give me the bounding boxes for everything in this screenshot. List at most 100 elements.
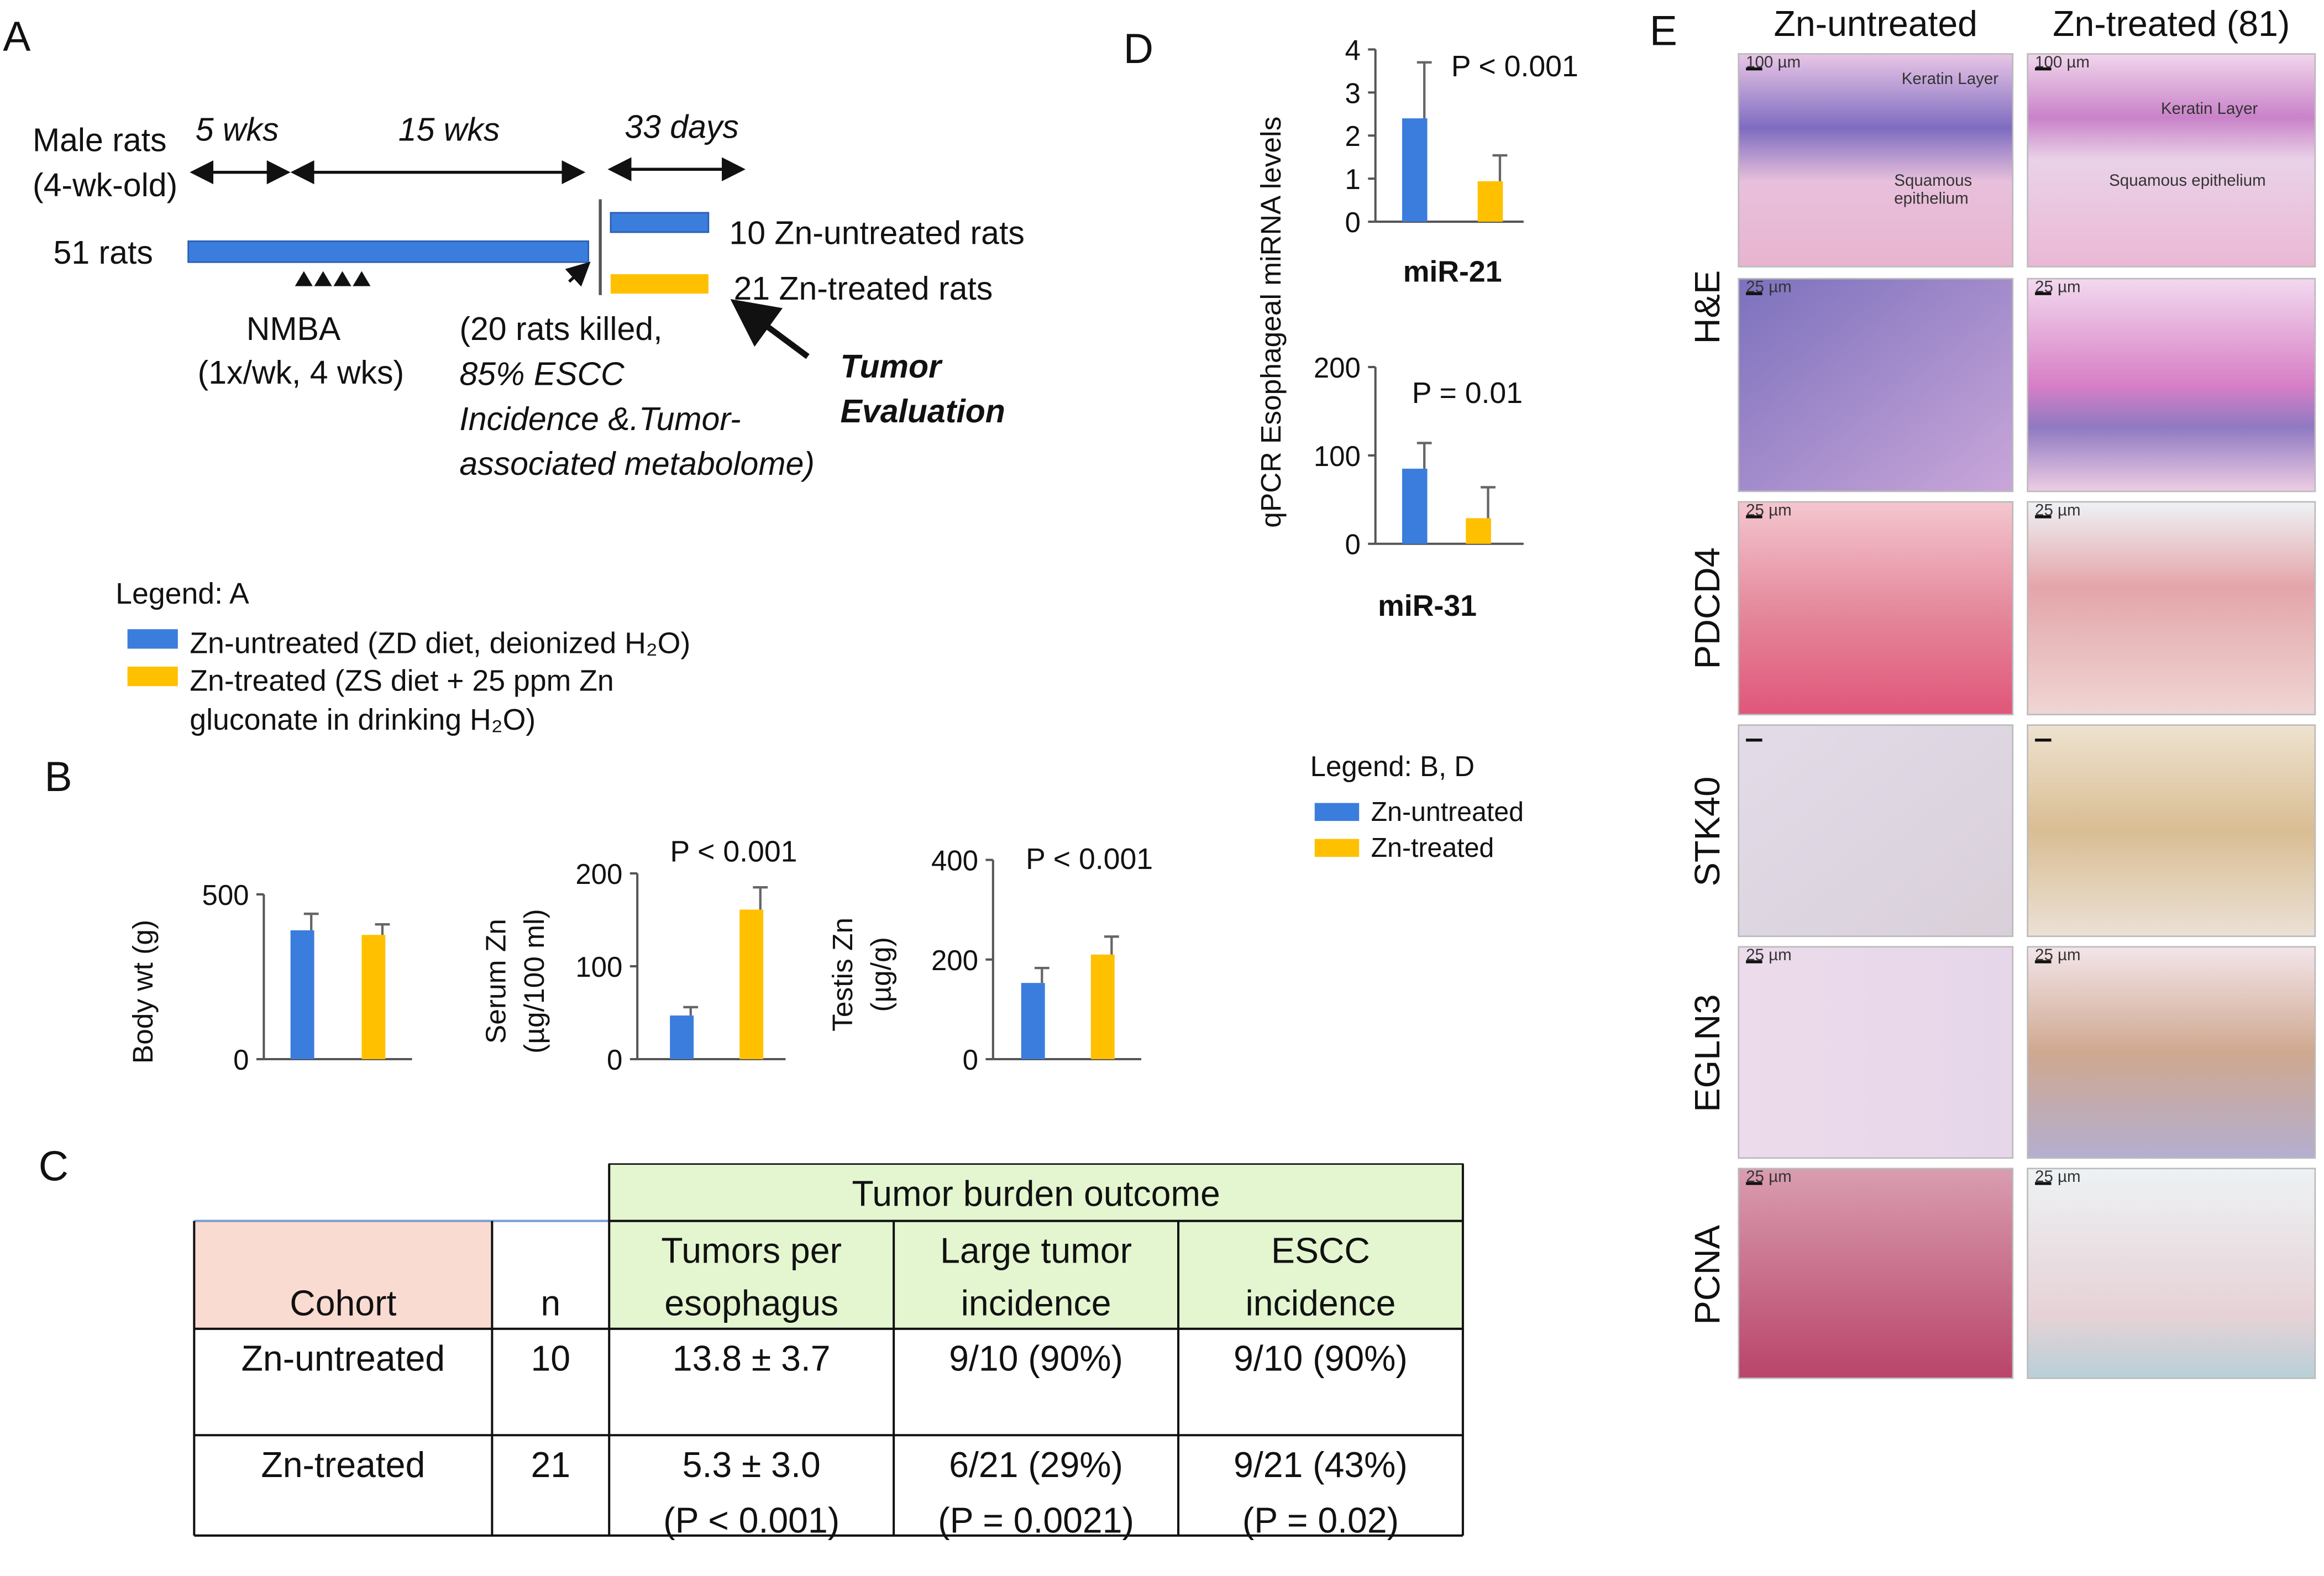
y-tick-label: 0 [233, 1044, 249, 1076]
y-axis-label: Body wt (g) [127, 920, 159, 1064]
timeline-text: 10 Zn-untreated rats [729, 214, 1024, 251]
micrograph [1738, 53, 2014, 268]
micrograph [1738, 277, 2014, 493]
micrograph-label: epithelium [1894, 189, 1968, 207]
micrograph-label: 100 µm [2035, 53, 2090, 71]
header-cell [609, 1221, 1463, 1329]
micrograph [1738, 501, 2014, 716]
arrow [730, 299, 810, 359]
cell: 21 [531, 1444, 570, 1485]
column-header: n [541, 1282, 560, 1323]
row-label: PDCD4 [1687, 547, 1727, 669]
micrograph [1738, 724, 2014, 938]
y-axis-label: Testis Zn [827, 918, 858, 1032]
timeline-text: 5 wks [196, 111, 279, 148]
cell: (P = 0.0021) [938, 1500, 1134, 1540]
micrograph [2027, 946, 2316, 1159]
bar [290, 930, 314, 1060]
micrograph [2027, 1167, 2316, 1379]
row-label: EGLN3 [1687, 994, 1727, 1112]
y-tick-label: 200 [575, 858, 622, 890]
cell: 9/10 (90%) [949, 1338, 1123, 1378]
y-axis-label: (µg/g) [865, 937, 897, 1012]
micrograph [1738, 946, 2014, 1159]
arrow [565, 261, 591, 287]
error-bar [303, 912, 319, 930]
y-tick-label: 4 [1345, 34, 1361, 66]
error-bar [1481, 486, 1496, 519]
y-tick-label: 400 [931, 845, 978, 876]
legend-swatch [127, 629, 178, 649]
legend-text: Zn-untreated [1371, 797, 1524, 827]
micrograph-label: 25 µm [1746, 1167, 1792, 1186]
timeline-text: (4-wk-old) [33, 166, 177, 203]
y-tick-label: 0 [1345, 528, 1361, 560]
row-label: STK40 [1687, 777, 1727, 887]
cell: 13.8 ± 3.7 [673, 1338, 831, 1378]
cell: (P < 0.001) [663, 1500, 840, 1540]
timeline-text: NMBA [246, 310, 341, 347]
column-header: ESCC [1271, 1230, 1370, 1270]
annotation: P < 0.001 [1026, 842, 1153, 876]
micrograph [2027, 53, 2316, 268]
bar [1466, 518, 1491, 544]
timeline-text: associated metabolome) [459, 445, 815, 482]
timeline-text: 51 rats [54, 234, 153, 271]
timeline-text: Tumor [841, 348, 943, 385]
micrograph-label: Squamous epithelium [2109, 171, 2266, 190]
column-header: Large tumor [940, 1230, 1132, 1270]
y-tick-label: 1 [1345, 164, 1361, 195]
legend-title: Legend: A [116, 577, 249, 610]
micrograph [2027, 277, 2316, 493]
legend-text: Zn-untreated (ZD diet, deionized H₂O) [190, 626, 690, 659]
micrograph [2027, 724, 2316, 938]
row-label: PCNA [1687, 1224, 1727, 1325]
y-axis-label: qPCR Esophageal miRNA levels [1255, 117, 1287, 528]
y-tick-label: 500 [202, 879, 249, 911]
micrograph-label: 25 µm [1746, 946, 1792, 964]
panel-label: C [39, 1143, 69, 1189]
panel-label: D [1124, 25, 1153, 71]
y-tick-label: 0 [963, 1044, 978, 1076]
cell: Zn-untreated [242, 1338, 445, 1378]
annotation: P = 0.01 [1412, 376, 1523, 410]
timeline-text: 21 Zn-treated rats [733, 270, 993, 307]
group-bar [610, 212, 710, 233]
column-header: esophagus [664, 1282, 838, 1323]
histology: Zn-untreated Zn-treated (81) 100 µm Keratin… [1687, 3, 2316, 1379]
panel-label: E [1650, 7, 1677, 54]
micrograph [2027, 501, 2316, 716]
y-axis-label: Serum Zn [480, 919, 512, 1044]
legend-swatch [1314, 839, 1360, 857]
micrograph-label: 25 µm [2035, 277, 2081, 296]
y-tick-label: 3 [1345, 77, 1361, 109]
legend-text: Zn-treated (ZS diet + 25 ppm Zn [190, 664, 613, 697]
timeline-bar [187, 240, 589, 263]
error-bar [753, 886, 768, 910]
injection-markers [295, 271, 371, 286]
group-bar [610, 274, 709, 294]
cell: Zn-treated [261, 1444, 425, 1485]
y-axis-label: (µg/100 ml) [518, 909, 550, 1053]
x-axis-label: miR-31 [1378, 589, 1477, 622]
column-title: Zn-treated (81) [2053, 3, 2290, 44]
bar [361, 935, 386, 1060]
micrograph-label: Keratin Layer [2161, 100, 2258, 118]
cell: 6/21 (29%) [949, 1444, 1123, 1485]
legend-text: Zn-treated [1371, 833, 1494, 863]
bar [1021, 983, 1045, 1060]
y-tick-label: 200 [1314, 352, 1361, 384]
timeline-text: Incidence &.Tumor- [459, 400, 741, 437]
y-tick-label: 2 [1345, 121, 1361, 152]
cell: (P = 0.02) [1242, 1500, 1399, 1540]
timeline-text: 15 wks [398, 111, 500, 148]
micrograph [1738, 1167, 2014, 1379]
cell: 9/10 (90%) [1234, 1338, 1408, 1378]
bar [1090, 954, 1115, 1060]
legend-swatch [127, 666, 178, 687]
column-header: Tumors per [661, 1230, 842, 1270]
legend-text: gluconate in drinking H₂O) [190, 703, 536, 736]
micrograph-label: 25 µm [2035, 501, 2081, 519]
column-header: incidence [1246, 1282, 1396, 1323]
